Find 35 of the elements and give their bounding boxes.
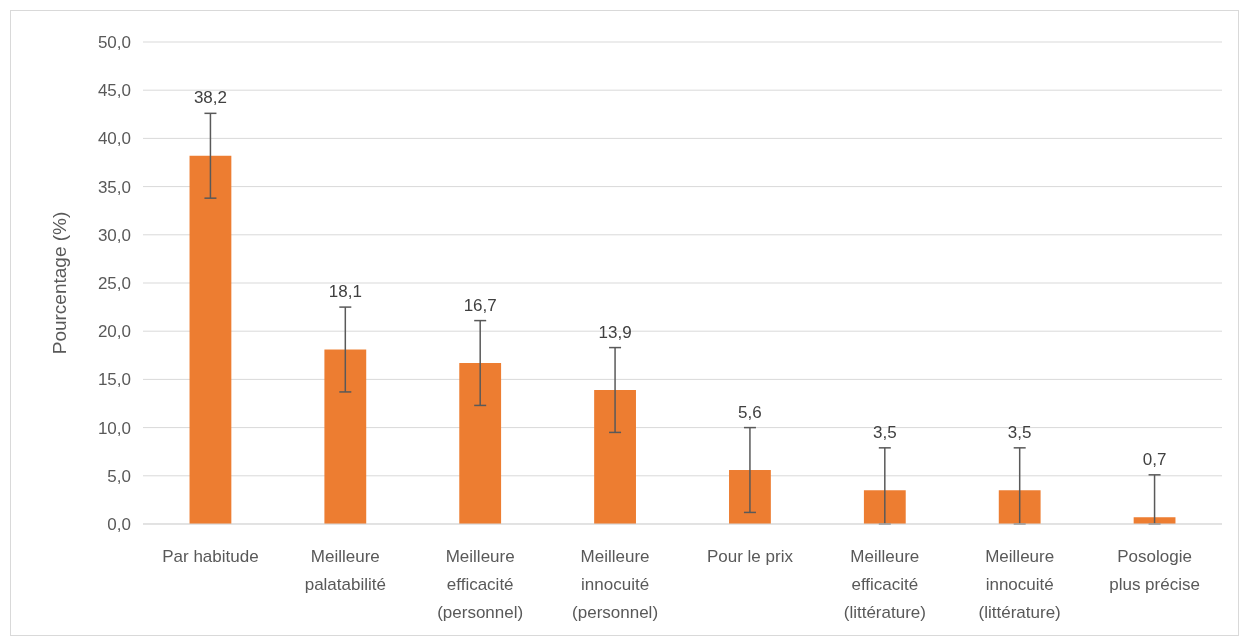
- x-tick-label: Meilleure innocuité (personnel): [572, 547, 659, 622]
- y-tick-label: 50,0: [97, 32, 131, 52]
- x-tick-label: Meilleure efficacité (personnel): [437, 547, 524, 622]
- data-label: 5,6: [738, 402, 762, 422]
- x-tick-label: Meilleure innocuité (littérature): [978, 547, 1061, 622]
- y-tick-label: 5,0: [107, 466, 131, 486]
- y-tick-label: 40,0: [97, 129, 131, 149]
- y-tick-label: 25,0: [97, 273, 131, 293]
- bar: [324, 349, 367, 524]
- y-tick-label: 45,0: [97, 81, 131, 101]
- data-label: 16,7: [463, 295, 497, 315]
- data-label: 18,1: [328, 282, 362, 302]
- bar: [189, 155, 232, 524]
- y-tick-label: 35,0: [97, 177, 131, 197]
- data-label: 13,9: [598, 322, 632, 342]
- data-label: 0,7: [1142, 449, 1167, 469]
- y-tick-label: 30,0: [97, 225, 131, 245]
- data-label: 3,5: [872, 422, 897, 442]
- x-tick-label: Par habitude: [162, 547, 259, 566]
- bar: [863, 490, 906, 524]
- y-tick-label: 10,0: [97, 418, 131, 438]
- bar: [459, 363, 502, 524]
- x-tick-label: Posologie plus précise: [1109, 547, 1200, 594]
- x-tick-label: Meilleure palatabilité: [304, 547, 386, 594]
- bar: [998, 490, 1041, 524]
- y-tick-label: 20,0: [97, 322, 131, 342]
- data-label: 3,5: [1007, 422, 1032, 442]
- y-tick-label: 0,0: [107, 514, 131, 534]
- data-label: 38,2: [193, 88, 227, 108]
- bar: [594, 390, 636, 524]
- bar: [729, 470, 771, 524]
- y-tick-label: 15,0: [97, 370, 131, 390]
- y-axis-title: Pourcentage (%): [49, 211, 70, 355]
- x-tick-label: Meilleure efficacité (littérature): [843, 547, 926, 622]
- x-tick-label: Pour le prix: [706, 547, 794, 566]
